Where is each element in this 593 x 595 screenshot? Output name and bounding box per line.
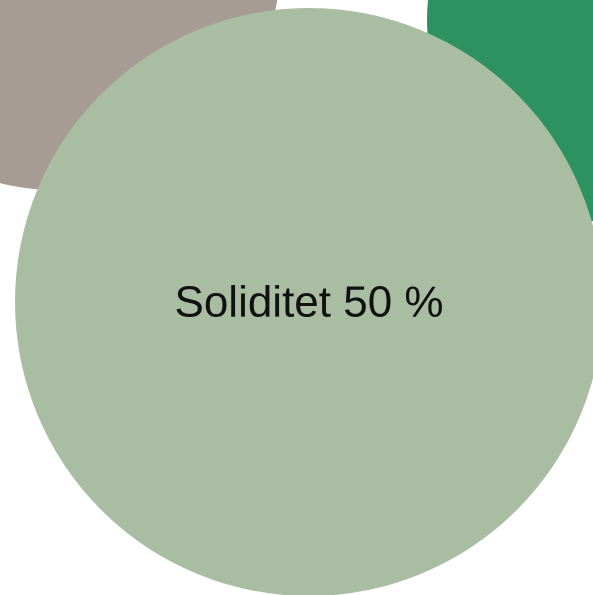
bubble-label-3: Soliditet 50 % (174, 278, 443, 327)
bubble-3 (15, 8, 593, 595)
